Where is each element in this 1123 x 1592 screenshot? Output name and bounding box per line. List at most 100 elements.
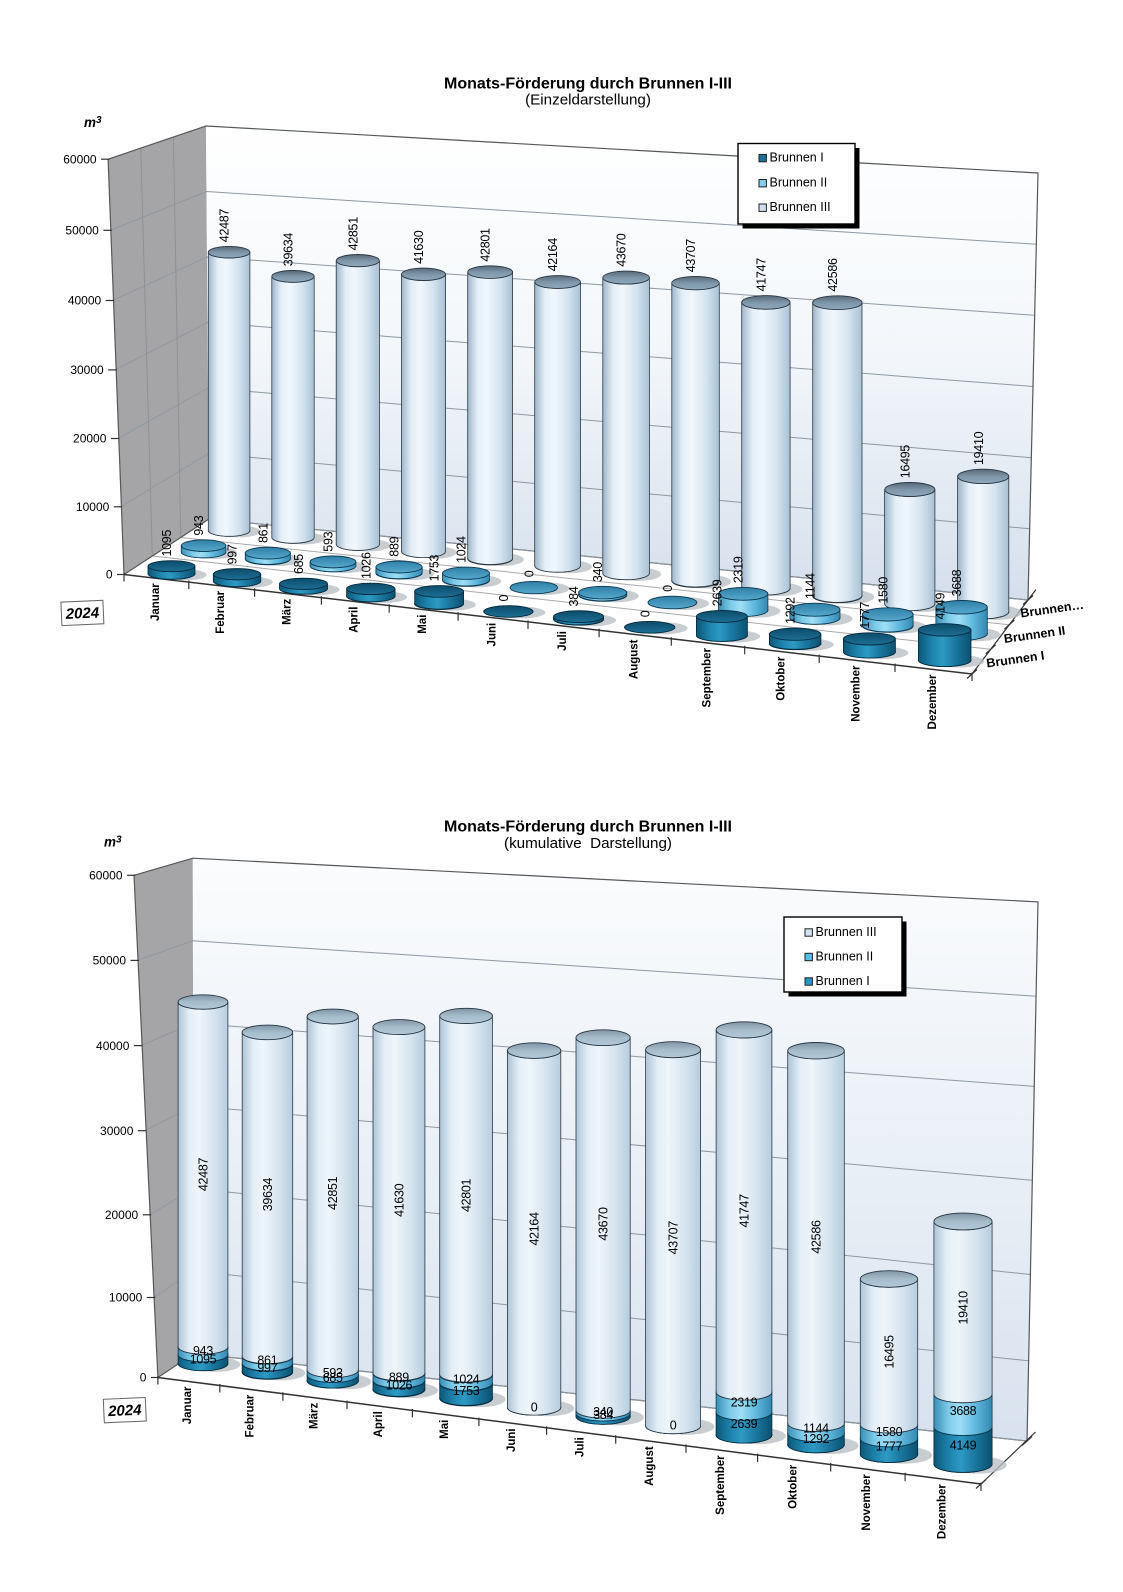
svg-text:43670: 43670 — [615, 233, 629, 267]
svg-text:Brunnen II: Brunnen II — [770, 176, 828, 190]
svg-text:Brunnen III: Brunnen III — [816, 925, 877, 939]
svg-text:20000: 20000 — [73, 432, 107, 446]
svg-text:0: 0 — [522, 570, 536, 577]
svg-text:September: September — [701, 647, 713, 707]
svg-text:42164: 42164 — [528, 1212, 542, 1246]
svg-text:340: 340 — [591, 562, 605, 582]
svg-text:Brunnen I: Brunnen I — [816, 974, 870, 988]
svg-text:0: 0 — [497, 595, 511, 602]
svg-text:10000: 10000 — [109, 1291, 143, 1305]
svg-text:1144: 1144 — [804, 573, 818, 599]
svg-text:1024: 1024 — [455, 536, 469, 563]
svg-text:November: November — [861, 1474, 873, 1531]
svg-text:0: 0 — [106, 568, 113, 582]
svg-text:2319: 2319 — [731, 1395, 758, 1409]
svg-text:889: 889 — [388, 536, 402, 556]
svg-text:Brunnen I: Brunnen I — [770, 151, 824, 165]
svg-text:0: 0 — [661, 585, 675, 592]
svg-text:2024: 2024 — [107, 1402, 143, 1421]
svg-text:4149: 4149 — [933, 593, 947, 620]
svg-text:0: 0 — [670, 1419, 677, 1433]
svg-text:Monats-Förderung durch Brunnen: Monats-Förderung durch Brunnen I-III — [444, 76, 732, 93]
svg-text:43670: 43670 — [597, 1207, 611, 1241]
svg-text:10000: 10000 — [76, 500, 110, 514]
svg-text:3688: 3688 — [950, 1404, 977, 1418]
svg-text:Brunnen I: Brunnen I — [985, 648, 1045, 670]
svg-text:Januar: Januar — [150, 583, 162, 621]
svg-text:50000: 50000 — [93, 954, 127, 968]
svg-text:Mai: Mai — [417, 615, 429, 634]
svg-text:Februar: Februar — [245, 1394, 257, 1437]
svg-text:Dezember: Dezember — [927, 674, 939, 729]
svg-text:40000: 40000 — [68, 294, 102, 308]
svg-text:20000: 20000 — [105, 1208, 139, 1222]
svg-text:384: 384 — [593, 1408, 613, 1422]
svg-text:685: 685 — [323, 1371, 343, 1385]
svg-text:Oktober: Oktober — [775, 656, 787, 701]
svg-text:1292: 1292 — [784, 597, 798, 624]
svg-text:42851: 42851 — [346, 217, 360, 251]
svg-text:1753: 1753 — [453, 1384, 480, 1398]
svg-text:340: 340 — [593, 1405, 613, 1419]
svg-text:m3: m3 — [84, 115, 102, 130]
svg-text:685: 685 — [292, 554, 306, 574]
svg-text:Monats-Förderung durch Brunnen: Monats-Förderung durch Brunnen I-III — [444, 819, 732, 836]
svg-text:16495: 16495 — [898, 445, 912, 479]
svg-text:30000: 30000 — [70, 363, 104, 377]
svg-text:November: November — [850, 665, 862, 722]
svg-text:Mai: Mai — [439, 1420, 451, 1439]
svg-text:Januar: Januar — [182, 1386, 194, 1424]
svg-text:42487: 42487 — [197, 1158, 211, 1192]
svg-text:April: April — [349, 607, 361, 633]
svg-text:April: April — [373, 1411, 385, 1437]
svg-text:384: 384 — [567, 586, 581, 606]
svg-text:42851: 42851 — [326, 1176, 340, 1210]
svg-text:August: August — [629, 639, 641, 679]
svg-text:42801: 42801 — [479, 228, 493, 262]
svg-text:41747: 41747 — [755, 258, 769, 292]
svg-text:1144: 1144 — [803, 1422, 829, 1436]
svg-text:50000: 50000 — [65, 224, 99, 238]
svg-text:Brunnen II: Brunnen II — [1003, 624, 1066, 646]
svg-text:889: 889 — [389, 1370, 409, 1384]
svg-text:997: 997 — [257, 1361, 277, 1375]
svg-text:30000: 30000 — [100, 1124, 134, 1138]
svg-text:861: 861 — [257, 1354, 277, 1368]
svg-text:593: 593 — [322, 531, 336, 551]
svg-text:39634: 39634 — [261, 1178, 275, 1212]
svg-text:19410: 19410 — [957, 1291, 971, 1325]
svg-text:Dezember: Dezember — [936, 1484, 948, 1539]
svg-text:2024: 2024 — [64, 604, 100, 623]
svg-text:60000: 60000 — [63, 152, 97, 166]
svg-text:943: 943 — [192, 515, 206, 535]
svg-text:41630: 41630 — [412, 230, 426, 264]
svg-text:Brunnen…: Brunnen… — [1019, 598, 1084, 621]
svg-text:März: März — [308, 1403, 320, 1429]
svg-text:16495: 16495 — [883, 1335, 897, 1369]
svg-text:(Einzeldarstellung): (Einzeldarstellung) — [525, 92, 651, 109]
svg-text:42586: 42586 — [810, 1220, 824, 1254]
svg-text:3688: 3688 — [950, 569, 964, 596]
svg-text:1292: 1292 — [803, 1432, 830, 1446]
svg-text:0: 0 — [638, 610, 652, 617]
svg-text:42586: 42586 — [826, 258, 840, 292]
svg-text:m3: m3 — [104, 835, 122, 850]
svg-text:19410: 19410 — [972, 431, 986, 465]
svg-text:März: März — [281, 598, 293, 624]
svg-text:Brunnen II: Brunnen II — [816, 950, 874, 964]
svg-text:1026: 1026 — [359, 552, 373, 579]
svg-text:4149: 4149 — [950, 1439, 977, 1453]
svg-text:August: August — [644, 1446, 656, 1486]
svg-text:43707: 43707 — [684, 239, 698, 273]
svg-text:43707: 43707 — [667, 1221, 681, 1255]
svg-text:861: 861 — [256, 523, 270, 543]
svg-text:0: 0 — [531, 1400, 538, 1414]
svg-text:41630: 41630 — [392, 1183, 406, 1217]
svg-text:Juni: Juni — [506, 1428, 518, 1452]
svg-text:Brunnen III: Brunnen III — [770, 200, 831, 214]
svg-text:Juli: Juli — [557, 631, 569, 651]
svg-text:40000: 40000 — [96, 1039, 130, 1053]
svg-text:1580: 1580 — [876, 1425, 903, 1439]
svg-text:997: 997 — [226, 544, 240, 564]
svg-text:1095: 1095 — [190, 1352, 217, 1366]
